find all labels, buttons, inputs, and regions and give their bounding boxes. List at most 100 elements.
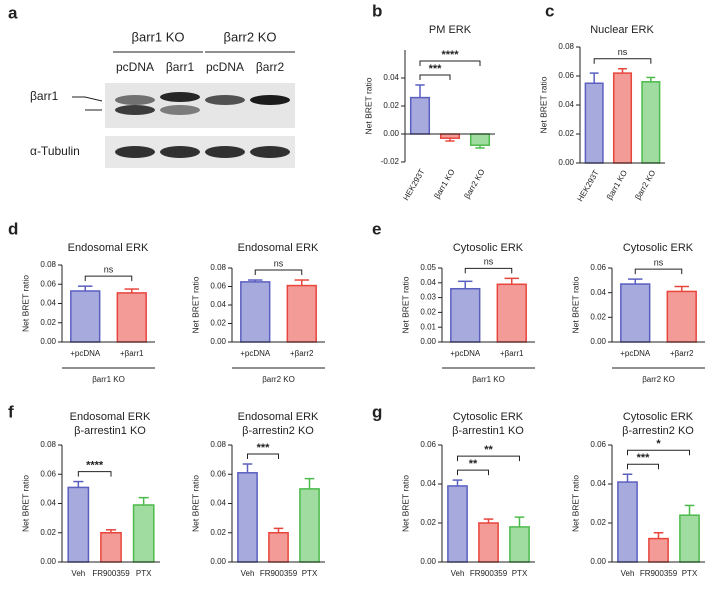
y-tick-label: 0.00 bbox=[383, 129, 399, 138]
x-tick-label: +pcDNA bbox=[70, 349, 101, 358]
bar bbox=[447, 485, 468, 563]
significance-label: **** bbox=[441, 49, 459, 61]
panel-letter: c bbox=[545, 1, 554, 20]
y-tick-label: 0.08 bbox=[558, 42, 574, 51]
bar bbox=[70, 290, 101, 343]
lane-label: pcDNA bbox=[116, 60, 154, 74]
significance-label: * bbox=[656, 438, 661, 450]
chart-title: Endosomal ERK bbox=[70, 411, 151, 423]
blot-band bbox=[205, 146, 245, 158]
y-tick-label: 0.04 bbox=[558, 100, 574, 109]
bar bbox=[478, 522, 499, 563]
bar bbox=[116, 292, 147, 343]
y-tick-label: 0.03 bbox=[420, 293, 436, 302]
x-tick-label: FR900359 bbox=[470, 569, 508, 578]
x-tick-label: PTX bbox=[136, 569, 152, 578]
y-tick-label: -0.02 bbox=[381, 157, 400, 166]
y-tick-label: 0.04 bbox=[420, 479, 436, 488]
y-tick-label: 0.00 bbox=[590, 337, 606, 346]
significance-label: *** bbox=[257, 442, 271, 454]
y-tick-label: 0.04 bbox=[40, 299, 56, 308]
x-tick-label: βarr1 KO bbox=[432, 168, 456, 201]
y-tick-label: 0.02 bbox=[590, 312, 606, 321]
lane-label: βarr2 bbox=[256, 60, 285, 74]
y-tick-label: 0.00 bbox=[40, 557, 56, 566]
blot-band bbox=[160, 92, 200, 102]
y-tick-label: 0.06 bbox=[40, 279, 56, 288]
panel-letter: f bbox=[8, 402, 14, 421]
bar bbox=[268, 532, 289, 563]
y-tick-label: 0.02 bbox=[590, 518, 606, 527]
y-tick-label: 0.00 bbox=[420, 337, 436, 346]
x-tick-label: Veh bbox=[451, 569, 465, 578]
chart-subtitle: β-arrestin1 KO bbox=[452, 425, 524, 437]
y-tick-label: 0.08 bbox=[210, 440, 226, 449]
y-tick-label: 0.00 bbox=[590, 557, 606, 566]
bar bbox=[132, 504, 155, 563]
y-tick-label: 0.04 bbox=[590, 479, 606, 488]
x-tick-label: FR900359 bbox=[260, 569, 298, 578]
significance-bracket bbox=[627, 449, 690, 456]
x-tick-label: βarr2 KO bbox=[633, 169, 657, 202]
x-tick-label: Veh bbox=[621, 569, 635, 578]
y-tick-label: 0.06 bbox=[40, 469, 56, 478]
blot-band bbox=[115, 146, 155, 158]
x-tick-label: PTX bbox=[302, 569, 318, 578]
y-tick-label: 0.08 bbox=[40, 260, 56, 269]
y-tick-label: 0.05 bbox=[420, 263, 436, 272]
bar bbox=[450, 287, 481, 343]
chart-subtitle: β-arrestin1 KO bbox=[74, 425, 146, 437]
y-tick-label: 0.04 bbox=[210, 300, 226, 309]
blot-band bbox=[205, 95, 245, 105]
significance-bracket bbox=[627, 463, 659, 470]
bar bbox=[100, 532, 122, 563]
y-axis-label: Net BRET ratio bbox=[400, 475, 410, 532]
chart-subtitle: β-arrestin2 KO bbox=[242, 425, 314, 437]
y-tick-label: 0.01 bbox=[420, 322, 436, 331]
y-tick-label: 0.04 bbox=[383, 73, 399, 82]
y-tick-label: 0.02 bbox=[420, 308, 436, 317]
panel-letter: a bbox=[8, 3, 18, 22]
x-tick-label: PTX bbox=[512, 569, 528, 578]
x-tick-label: βarr2 KO bbox=[462, 168, 486, 201]
y-tick-label: 0.02 bbox=[558, 129, 574, 138]
bar bbox=[496, 283, 527, 343]
y-tick-label: 0.04 bbox=[590, 288, 606, 297]
significance-label: *** bbox=[637, 452, 651, 464]
x-tick-label: FR900359 bbox=[92, 569, 130, 578]
y-axis-label: Net BRET ratio bbox=[20, 475, 30, 532]
significance-bracket bbox=[634, 268, 683, 275]
bar bbox=[617, 481, 638, 563]
significance-bracket bbox=[254, 269, 303, 276]
group-label: βarr2 KO bbox=[224, 29, 277, 44]
bar bbox=[67, 486, 90, 563]
y-tick-label: 0.00 bbox=[40, 337, 56, 346]
significance-bracket bbox=[84, 275, 133, 282]
significance-label: ns bbox=[484, 257, 494, 267]
y-axis-label: Net BRET ratio bbox=[363, 77, 373, 134]
panel-letter: g bbox=[372, 402, 382, 421]
lane-label: βarr1 bbox=[166, 60, 195, 74]
row-label: α-Tubulin bbox=[30, 144, 80, 158]
x-tick-label: +βarr2 bbox=[670, 349, 694, 358]
significance-label: ns bbox=[654, 257, 664, 267]
chart-title: Cytosolic ERK bbox=[453, 411, 524, 423]
bar bbox=[584, 82, 604, 164]
y-tick-label: 0.02 bbox=[420, 518, 436, 527]
y-tick-label: 0.00 bbox=[420, 557, 436, 566]
y-tick-label: 0.00 bbox=[558, 158, 574, 167]
chart-title: PM ERK bbox=[429, 24, 472, 36]
significance-bracket bbox=[247, 453, 279, 460]
chart-title: Nuclear ERK bbox=[590, 24, 654, 36]
x-tick-label: Veh bbox=[241, 569, 255, 578]
significance-bracket bbox=[593, 58, 652, 64]
blot-band bbox=[250, 146, 290, 158]
significance-bracket bbox=[419, 74, 451, 80]
y-axis-label: Net BRET ratio bbox=[20, 275, 30, 332]
x-tick-label: Veh bbox=[71, 569, 85, 578]
significance-label: *** bbox=[429, 63, 443, 75]
chart-subtitle: β-arrestin2 KO bbox=[622, 425, 694, 437]
bar bbox=[666, 290, 697, 343]
y-axis-label: Net BRET ratio bbox=[190, 475, 200, 532]
